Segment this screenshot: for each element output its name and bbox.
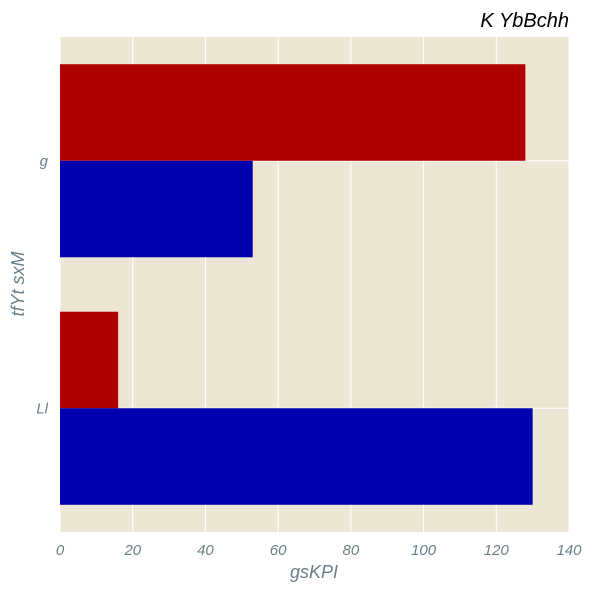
bar-ll-series-2 xyxy=(60,408,533,505)
x-tick-label: 40 xyxy=(197,542,214,559)
bar-ll-series-1 xyxy=(60,311,119,409)
y-tick-labels: g Ll xyxy=(36,153,48,418)
x-tick-labels: 0 20 40 60 80 100 120 140 xyxy=(56,542,582,559)
y-tick-label: Ll xyxy=(36,400,48,417)
bar-g-series-1 xyxy=(60,64,526,161)
x-axis-label: gsKPI xyxy=(290,562,338,582)
chart-title: K YbBchh xyxy=(480,10,569,32)
x-tick-label: 120 xyxy=(484,542,510,559)
y-axis-label: tfYt sxM xyxy=(8,251,28,316)
x-tick-label: 0 xyxy=(56,542,65,559)
y-tick-label: g xyxy=(40,153,49,170)
x-tick-label: 100 xyxy=(411,542,437,559)
bars xyxy=(60,64,533,505)
x-tick-label: 80 xyxy=(343,542,360,559)
x-tick-label: 60 xyxy=(270,542,287,559)
x-tick-label: 20 xyxy=(123,542,141,559)
bar-g-series-2 xyxy=(60,160,253,258)
x-tick-label: 140 xyxy=(556,542,582,559)
